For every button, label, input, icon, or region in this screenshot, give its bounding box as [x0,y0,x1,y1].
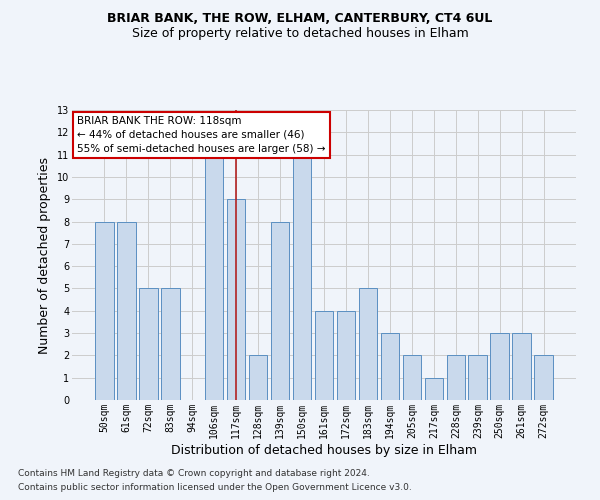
Bar [403,356,421,400]
Bar [293,154,311,400]
Bar [380,333,399,400]
Bar [117,222,136,400]
Text: BRIAR BANK THE ROW: 118sqm
← 44% of detached houses are smaller (46)
55% of semi: BRIAR BANK THE ROW: 118sqm ← 44% of deta… [77,116,326,154]
Bar [359,288,377,400]
Bar [161,288,179,400]
Bar [425,378,443,400]
Bar [469,356,487,400]
Bar [535,356,553,400]
Text: BRIAR BANK, THE ROW, ELHAM, CANTERBURY, CT4 6UL: BRIAR BANK, THE ROW, ELHAM, CANTERBURY, … [107,12,493,26]
Bar [205,154,223,400]
Bar [490,333,509,400]
Bar [337,311,355,400]
Bar [314,311,334,400]
Text: Size of property relative to detached houses in Elham: Size of property relative to detached ho… [131,28,469,40]
Bar [139,288,158,400]
Y-axis label: Number of detached properties: Number of detached properties [38,156,51,354]
Bar [446,356,465,400]
Bar [95,222,113,400]
Bar [271,222,289,400]
Bar [512,333,531,400]
X-axis label: Distribution of detached houses by size in Elham: Distribution of detached houses by size … [171,444,477,456]
Text: Contains public sector information licensed under the Open Government Licence v3: Contains public sector information licen… [18,484,412,492]
Bar [227,199,245,400]
Text: Contains HM Land Registry data © Crown copyright and database right 2024.: Contains HM Land Registry data © Crown c… [18,468,370,477]
Bar [249,356,268,400]
